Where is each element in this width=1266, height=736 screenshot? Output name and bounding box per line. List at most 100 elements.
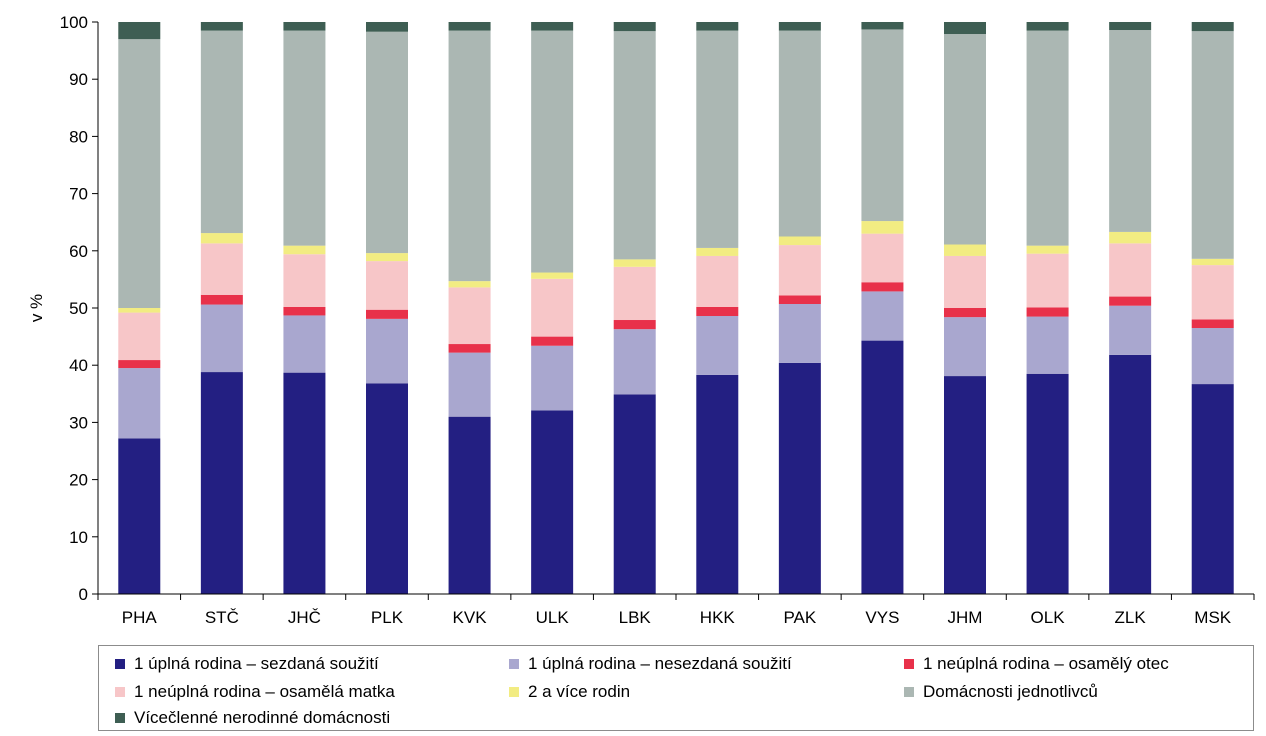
bar-segment-STČ-series-5 — [200, 233, 243, 244]
bar-segment-JHČ-series-6 — [283, 30, 326, 246]
bar-segment-VYS-series-7 — [861, 22, 904, 30]
bar-segment-HKK-series-1 — [696, 374, 739, 594]
legend-swatch — [904, 659, 914, 669]
x-tick-label-LBK: LBK — [619, 608, 652, 627]
bar-segment-PHA-series-1 — [118, 438, 161, 594]
bar-segment-HKK-series-2 — [696, 316, 739, 375]
y-tick-label: 70 — [69, 185, 88, 204]
bar-segment-ZLK-series-4 — [1109, 243, 1152, 297]
bar-segment-VYS-series-6 — [861, 29, 904, 222]
legend-swatch — [509, 659, 519, 669]
legend-item-2: 1 úplná rodina – nesezdaná soužití — [509, 654, 792, 674]
bar-segment-JHČ-series-5 — [283, 245, 326, 255]
bar-segment-PAK-series-2 — [778, 304, 821, 363]
y-tick-label: 20 — [69, 471, 88, 490]
bar-segment-JHČ-series-2 — [283, 315, 326, 373]
bar-segment-MSK-series-7 — [1191, 22, 1234, 32]
bar-segment-LBK-series-3 — [613, 320, 656, 330]
bars-layer — [118, 22, 1234, 594]
bar-segment-KVK-series-2 — [448, 352, 491, 417]
x-tick-label-ZLK: ZLK — [1115, 608, 1147, 627]
legend-item-3: 1 neúplná rodina – osamělý otec — [904, 654, 1169, 674]
x-tick-label-PLK: PLK — [371, 608, 404, 627]
bar-segment-JHČ-series-7 — [283, 22, 326, 31]
bar-segment-ZLK-series-2 — [1109, 305, 1152, 355]
bar-segment-KVK-series-5 — [448, 281, 491, 288]
y-axis-label: v % — [27, 294, 46, 322]
bar-segment-PAK-series-5 — [778, 236, 821, 246]
legend-item-6: Domácnosti jednotlivců — [904, 682, 1098, 702]
bar-segment-PHA-series-7 — [118, 22, 161, 40]
bar-segment-JHM-series-2 — [944, 317, 986, 377]
bar-segment-HKK-series-5 — [696, 247, 739, 256]
x-tick-label-KVK: KVK — [453, 608, 488, 627]
bar-segment-STČ-series-4 — [200, 243, 243, 295]
x-tick-label-JHČ: JHČ — [288, 608, 321, 627]
bar-segment-MSK-series-1 — [1191, 384, 1234, 594]
bar-segment-LBK-series-4 — [613, 266, 656, 321]
bar-segment-JHM-series-3 — [944, 308, 986, 318]
legend-item-5: 2 a více rodin — [509, 682, 630, 702]
x-tick-label-MSK: MSK — [1194, 608, 1232, 627]
bar-segment-OLK-series-1 — [1026, 373, 1069, 594]
bar-segment-KVK-series-1 — [448, 416, 491, 594]
bar-segment-MSK-series-3 — [1191, 319, 1234, 329]
bar-segment-OLK-series-7 — [1026, 22, 1069, 31]
bar-segment-PLK-series-3 — [366, 309, 408, 319]
bar-segment-JHČ-series-1 — [283, 372, 326, 594]
bar-segment-KVK-series-3 — [448, 344, 491, 353]
y-tick-label: 100 — [60, 13, 88, 32]
bar-segment-PAK-series-4 — [778, 245, 821, 296]
bar-segment-OLK-series-2 — [1026, 316, 1069, 374]
x-tick-label-HKK: HKK — [700, 608, 736, 627]
bar-segment-PHA-series-2 — [118, 368, 161, 439]
bar-segment-HKK-series-7 — [696, 22, 739, 31]
bar-segment-KVK-series-6 — [448, 30, 491, 282]
bar-segment-VYS-series-5 — [861, 221, 904, 234]
bar-segment-PLK-series-4 — [366, 261, 408, 310]
axes-layer: 0 10 20 30 40 50 60 70 80 90 100 PHA STČ JHČ PLK KVK ULK… — [60, 13, 1255, 627]
legend-swatch — [509, 687, 519, 697]
bar-segment-PHA-series-4 — [118, 312, 161, 361]
bar-segment-PHA-series-5 — [118, 308, 161, 313]
legend-label: 1 neúplná rodina – osamělý otec — [923, 654, 1169, 673]
bar-segment-ULK-series-5 — [531, 272, 574, 279]
bar-segment-JHČ-series-3 — [283, 306, 326, 316]
bar-segment-STČ-series-7 — [200, 22, 243, 31]
bar-segment-JHM-series-4 — [944, 255, 986, 308]
bar-segment-VYS-series-1 — [861, 340, 904, 594]
bar-segment-MSK-series-6 — [1191, 31, 1234, 259]
bar-segment-MSK-series-2 — [1191, 328, 1234, 385]
bar-segment-LBK-series-6 — [613, 31, 656, 260]
legend-label: 1 úplná rodina – nesezdaná soužití — [528, 654, 792, 673]
legend-swatch — [115, 687, 125, 697]
bar-segment-ULK-series-4 — [531, 278, 574, 337]
bar-segment-ZLK-series-6 — [1109, 30, 1152, 232]
y-tick-label: 10 — [69, 528, 88, 547]
bar-segment-JHM-series-5 — [944, 244, 986, 256]
legend-swatch — [115, 659, 125, 669]
bar-segment-PLK-series-6 — [366, 31, 408, 254]
y-tick-label: 80 — [69, 127, 88, 146]
bar-segment-LBK-series-5 — [613, 259, 656, 267]
bar-segment-OLK-series-3 — [1026, 307, 1069, 317]
bar-segment-ULK-series-3 — [531, 336, 574, 346]
bar-segment-HKK-series-6 — [696, 30, 739, 248]
x-tick-label-STČ: STČ — [205, 608, 239, 627]
bar-segment-MSK-series-5 — [1191, 258, 1234, 266]
bar-segment-PLK-series-1 — [366, 383, 408, 594]
bar-segment-ULK-series-7 — [531, 22, 574, 31]
bar-segment-STČ-series-2 — [200, 304, 243, 373]
bar-segment-PHA-series-6 — [118, 39, 161, 308]
bar-segment-ZLK-series-7 — [1109, 22, 1152, 31]
bar-segment-LBK-series-2 — [613, 329, 656, 395]
bar-segment-PAK-series-1 — [778, 362, 821, 594]
bar-segment-ULK-series-1 — [531, 410, 574, 594]
y-tick-label: 0 — [79, 585, 88, 604]
y-tick-label: 90 — [69, 70, 88, 89]
bar-segment-PAK-series-7 — [778, 22, 821, 31]
x-tick-label-PAK: PAK — [783, 608, 816, 627]
bar-segment-STČ-series-1 — [200, 372, 243, 594]
bar-segment-KVK-series-7 — [448, 22, 491, 31]
legend-label: Vícečlenné nerodinné domácnosti — [134, 708, 391, 727]
